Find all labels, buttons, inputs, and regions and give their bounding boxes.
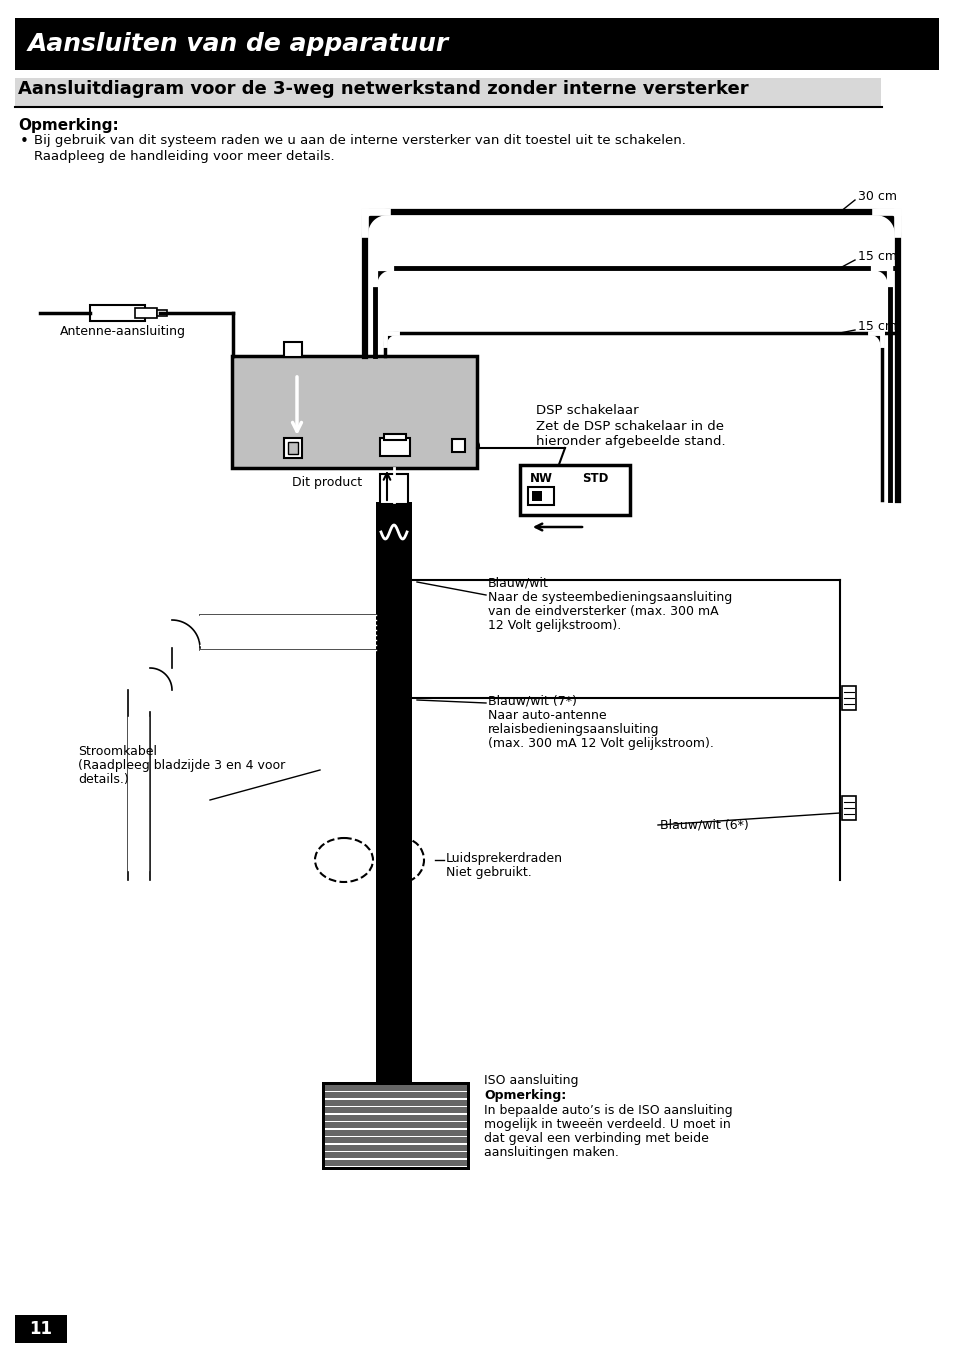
Bar	[325, 1122, 467, 1129]
Bar	[15, 18, 938, 70]
Bar	[325, 1152, 467, 1159]
Bar	[325, 1107, 467, 1114]
Text: Opmerking:: Opmerking:	[18, 118, 118, 133]
Text: Zet de DSP schakelaar in de: Zet de DSP schakelaar in de	[536, 420, 723, 434]
Bar	[841, 686, 855, 710]
Text: mogelijk in tweeën verdeeld. U moet in: mogelijk in tweeën verdeeld. U moet in	[483, 1118, 730, 1131]
Bar	[384, 434, 406, 440]
Text: 30 cm: 30 cm	[857, 191, 896, 203]
Bar	[15, 79, 880, 106]
Text: Blauw/wit: Blauw/wit	[488, 577, 548, 589]
Bar	[325, 1165, 467, 1167]
Bar	[325, 1115, 467, 1121]
Bar	[325, 1129, 467, 1130]
Text: details.): details.)	[78, 772, 129, 786]
Text: hieronder afgebeelde stand.: hieronder afgebeelde stand.	[536, 435, 725, 449]
Bar	[90, 305, 145, 321]
Text: •: •	[20, 134, 29, 149]
Text: 15 cm: 15 cm	[857, 321, 896, 333]
Bar	[532, 491, 541, 501]
Text: 11: 11	[30, 1320, 52, 1337]
Bar	[288, 442, 297, 454]
Bar	[325, 1091, 467, 1092]
Text: Antenne-aansluiting: Antenne-aansluiting	[60, 325, 186, 337]
Bar	[375, 501, 412, 1148]
Text: NW: NW	[530, 472, 553, 485]
Bar	[325, 1100, 467, 1106]
Bar	[325, 1135, 467, 1137]
Bar	[284, 438, 302, 458]
Bar	[519, 465, 629, 515]
Text: In bepaalde auto’s is de ISO aansluiting: In bepaalde auto’s is de ISO aansluiting	[483, 1104, 732, 1117]
Text: Stroomkabel: Stroomkabel	[78, 745, 157, 757]
Bar	[325, 1159, 467, 1160]
Bar	[322, 1083, 470, 1169]
Bar	[284, 341, 302, 356]
Bar	[379, 438, 410, 457]
Text: 15 cm: 15 cm	[857, 251, 896, 263]
Text: Luidsprekerdraden: Luidsprekerdraden	[446, 852, 562, 864]
Bar	[15, 1314, 67, 1343]
Bar	[325, 1099, 467, 1100]
Text: ISO aansluiting: ISO aansluiting	[483, 1075, 578, 1087]
Bar	[527, 486, 554, 505]
Text: van de eindversterker (max. 300 mA: van de eindversterker (max. 300 mA	[488, 604, 718, 618]
Bar	[157, 310, 167, 316]
Bar	[325, 1085, 467, 1091]
Bar	[135, 308, 157, 318]
Bar	[325, 1106, 467, 1107]
Text: Opmerking:: Opmerking:	[483, 1089, 566, 1102]
Text: (Raadpleeg bladzijde 3 en 4 voor: (Raadpleeg bladzijde 3 en 4 voor	[78, 759, 285, 772]
Text: DSP schakelaar: DSP schakelaar	[536, 404, 638, 417]
Text: dat geval een verbinding met beide: dat geval een verbinding met beide	[483, 1131, 708, 1145]
Bar	[325, 1130, 467, 1135]
Text: Aansluiten van de apparatuur: Aansluiten van de apparatuur	[28, 33, 449, 56]
Bar	[325, 1150, 467, 1152]
Text: Blauw/wit (6*): Blauw/wit (6*)	[659, 818, 748, 831]
Bar	[379, 474, 408, 504]
Text: aansluitingen maken.: aansluitingen maken.	[483, 1146, 618, 1159]
Text: Dit product: Dit product	[292, 476, 362, 489]
Text: 12 Volt gelijkstroom).: 12 Volt gelijkstroom).	[488, 619, 620, 631]
Bar	[325, 1121, 467, 1122]
Text: Naar de systeembedieningsaansluiting: Naar de systeembedieningsaansluiting	[488, 591, 732, 604]
Text: Aansluitdiagram voor de 3-weg netwerkstand zonder interne versterker: Aansluitdiagram voor de 3-weg netwerksta…	[18, 80, 748, 98]
Text: STD: STD	[581, 472, 608, 485]
Text: relaisbedieningsaansluiting: relaisbedieningsaansluiting	[488, 724, 659, 736]
Bar	[841, 795, 855, 820]
Bar	[232, 356, 476, 467]
Bar	[325, 1160, 467, 1165]
Text: Niet gebruikt.: Niet gebruikt.	[446, 866, 531, 879]
Text: Naar auto-antenne: Naar auto-antenne	[488, 709, 606, 722]
Text: Raadpleeg de handleiding voor meer details.: Raadpleeg de handleiding voor meer detai…	[34, 150, 335, 163]
Text: Blauw/wit (7*): Blauw/wit (7*)	[488, 695, 577, 709]
Bar	[452, 439, 464, 453]
Bar	[325, 1137, 467, 1144]
Bar	[325, 1092, 467, 1099]
Bar	[325, 1144, 467, 1145]
Bar	[325, 1145, 467, 1150]
Bar	[325, 1114, 467, 1115]
Text: (max. 300 mA 12 Volt gelijkstroom).: (max. 300 mA 12 Volt gelijkstroom).	[488, 737, 713, 751]
Text: Bij gebruik van dit systeem raden we u aan de interne versterker van dit toestel: Bij gebruik van dit systeem raden we u a…	[34, 134, 685, 146]
